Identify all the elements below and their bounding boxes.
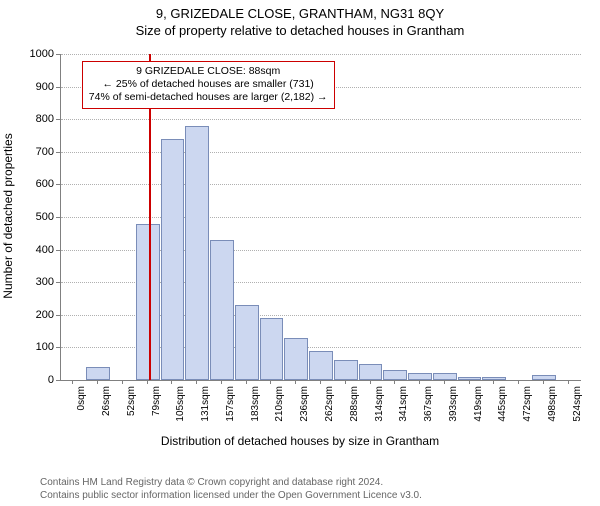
histogram-bar <box>433 373 457 380</box>
xtick-mark <box>394 380 395 384</box>
histogram-bar <box>260 318 284 380</box>
xtick-mark <box>196 380 197 384</box>
xtick-mark <box>345 380 346 384</box>
ytick-mark <box>56 217 60 218</box>
histogram-bar <box>210 240 234 380</box>
xtick-mark <box>122 380 123 384</box>
footer-line-1: Contains HM Land Registry data © Crown c… <box>40 477 422 490</box>
xtick-label: 341sqm <box>398 386 409 422</box>
histogram-bar <box>86 367 110 380</box>
gridline <box>61 54 581 55</box>
gridline <box>61 217 581 218</box>
xtick-label: 0sqm <box>76 386 87 410</box>
annotation-line: 74% of semi-detached houses are larger (… <box>89 91 328 104</box>
xtick-mark <box>370 380 371 384</box>
gridline <box>61 152 581 153</box>
xtick-label: 524sqm <box>572 386 583 422</box>
annotation-line: ← 25% of detached houses are smaller (73… <box>89 78 328 91</box>
histogram-bar <box>161 139 185 380</box>
ytick-label: 200 <box>14 309 54 321</box>
histogram-chart: Number of detached properties 9 GRIZEDAL… <box>0 46 600 446</box>
ytick-mark <box>56 380 60 381</box>
ytick-label: 900 <box>14 81 54 93</box>
gridline <box>61 119 581 120</box>
xtick-mark <box>493 380 494 384</box>
xtick-label: 79sqm <box>151 386 162 416</box>
ytick-mark <box>56 347 60 348</box>
histogram-bar <box>309 351 333 380</box>
xtick-label: 498sqm <box>547 386 558 422</box>
xtick-label: 393sqm <box>448 386 459 422</box>
xtick-mark <box>72 380 73 384</box>
ytick-label: 700 <box>14 146 54 158</box>
title-main: 9, GRIZEDALE CLOSE, GRANTHAM, NG31 8QY <box>0 6 600 21</box>
ytick-mark <box>56 54 60 55</box>
xtick-mark <box>543 380 544 384</box>
xtick-label: 183sqm <box>250 386 261 422</box>
ytick-mark <box>56 119 60 120</box>
ytick-label: 500 <box>14 211 54 223</box>
histogram-bar <box>334 360 358 380</box>
plot-area: 9 GRIZEDALE CLOSE: 88sqm← 25% of detache… <box>60 54 581 381</box>
xtick-mark <box>270 380 271 384</box>
annotation-box: 9 GRIZEDALE CLOSE: 88sqm← 25% of detache… <box>82 61 335 108</box>
title-sub: Size of property relative to detached ho… <box>0 23 600 38</box>
xtick-label: 288sqm <box>349 386 360 422</box>
histogram-bar <box>284 338 308 380</box>
ytick-mark <box>56 315 60 316</box>
xtick-mark <box>221 380 222 384</box>
gridline <box>61 184 581 185</box>
xtick-label: 157sqm <box>225 386 236 422</box>
xtick-label: 314sqm <box>374 386 385 422</box>
ytick-label: 600 <box>14 178 54 190</box>
ytick-label: 300 <box>14 276 54 288</box>
xtick-mark <box>295 380 296 384</box>
xtick-label: 26sqm <box>101 386 112 416</box>
xtick-label: 419sqm <box>473 386 484 422</box>
xtick-label: 52sqm <box>126 386 137 416</box>
xtick-mark <box>469 380 470 384</box>
xtick-mark <box>246 380 247 384</box>
histogram-bar <box>136 224 160 380</box>
ytick-mark <box>56 87 60 88</box>
ytick-label: 0 <box>14 374 54 386</box>
histogram-bar <box>185 126 209 380</box>
histogram-bar <box>359 364 383 380</box>
xtick-mark <box>568 380 569 384</box>
annotation-line: 9 GRIZEDALE CLOSE: 88sqm <box>89 65 328 78</box>
xtick-label: 472sqm <box>522 386 533 422</box>
footer-attribution: Contains HM Land Registry data © Crown c… <box>40 477 422 502</box>
xtick-mark <box>444 380 445 384</box>
xtick-label: 367sqm <box>423 386 434 422</box>
x-axis-label: Distribution of detached houses by size … <box>0 434 600 448</box>
xtick-label: 445sqm <box>497 386 508 422</box>
ytick-mark <box>56 152 60 153</box>
xtick-mark <box>518 380 519 384</box>
y-axis-label: Number of detached properties <box>1 133 15 298</box>
ytick-mark <box>56 250 60 251</box>
footer-line-2: Contains public sector information licen… <box>40 490 422 503</box>
xtick-mark <box>147 380 148 384</box>
xtick-mark <box>171 380 172 384</box>
ytick-label: 400 <box>14 244 54 256</box>
ytick-label: 1000 <box>14 48 54 60</box>
xtick-mark <box>320 380 321 384</box>
ytick-mark <box>56 184 60 185</box>
ytick-mark <box>56 282 60 283</box>
ytick-label: 800 <box>14 113 54 125</box>
histogram-bar <box>235 305 259 380</box>
xtick-label: 236sqm <box>299 386 310 422</box>
xtick-mark <box>419 380 420 384</box>
xtick-label: 262sqm <box>324 386 335 422</box>
xtick-label: 105sqm <box>175 386 186 422</box>
xtick-label: 210sqm <box>274 386 285 422</box>
histogram-bar <box>532 375 556 380</box>
histogram-bar <box>383 370 407 380</box>
xtick-label: 131sqm <box>200 386 211 422</box>
xtick-mark <box>97 380 98 384</box>
ytick-label: 100 <box>14 341 54 353</box>
